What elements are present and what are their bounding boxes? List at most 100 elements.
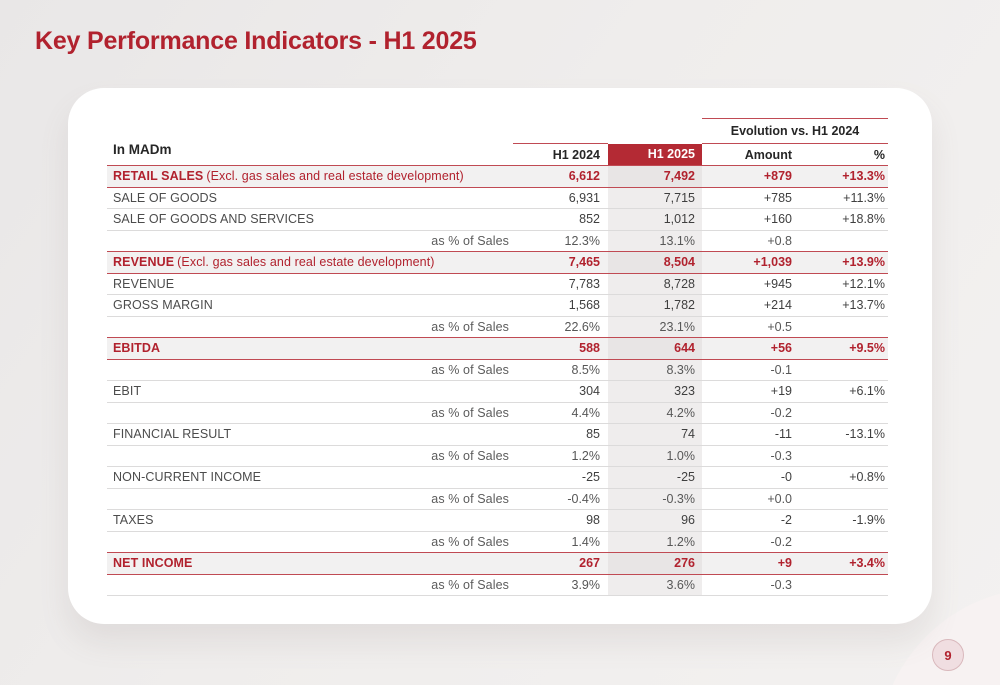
value-h1-2025: -25 <box>608 466 702 488</box>
value-percent: +18.8% <box>842 212 885 227</box>
value-amount: +1,039 <box>702 251 800 273</box>
table-row: as % of Sales 1.4% 1.2% -0.2 <box>107 531 888 553</box>
value-amount: +0.5 <box>767 319 792 334</box>
table-row: EBITDA 588 644 +56 +9.5% <box>107 337 888 359</box>
value-h1-2025: 13.1% <box>608 230 702 252</box>
value-h1-2025: 4.2% <box>608 402 702 424</box>
value-h1-2025: 96 <box>608 509 702 531</box>
value-amount: -0.2 <box>770 534 792 549</box>
value-amount: +19 <box>770 384 792 399</box>
value-h1-2025: 23.1% <box>608 316 702 338</box>
row-label-main: REVENUE <box>113 255 175 270</box>
value-h1-2025: 8,728 <box>608 273 702 295</box>
table-row: FINANCIAL RESULT 85 74 -11 -13.1% <box>107 423 888 445</box>
value-percent: +9.5% <box>800 337 888 359</box>
row-label: SALE OF GOODS <box>113 190 218 205</box>
value-h1-2025: 1,012 <box>608 208 702 230</box>
row-label: as % of Sales <box>431 233 509 248</box>
value-h1-2025: 3.6% <box>608 574 702 596</box>
row-label: as % of Sales <box>431 577 509 592</box>
value-h1-2025: -0.3% <box>608 488 702 510</box>
value-h1-2024: 852 <box>579 212 600 227</box>
table-row: as % of Sales 12.3% 13.1% +0.8 <box>107 230 888 252</box>
value-h1-2025: 1,782 <box>608 294 702 316</box>
value-amount: -0 <box>780 470 792 485</box>
table-row: NON-CURRENT INCOME -25 -25 -0 +0.8% <box>107 466 888 488</box>
value-percent: -1.9% <box>852 513 885 528</box>
row-label: NON-CURRENT INCOME <box>113 470 262 485</box>
value-percent: +0.8% <box>849 470 885 485</box>
value-h1-2024: 85 <box>586 427 600 442</box>
value-h1-2024: 3.9% <box>571 577 601 592</box>
value-amount: -11 <box>774 427 792 442</box>
table-row: as % of Sales -0.4% -0.3% +0.0 <box>107 488 888 510</box>
row-label: SALE OF GOODS AND SERVICES <box>113 212 315 227</box>
value-h1-2024: 6,612 <box>513 165 608 187</box>
row-label: RETAIL SALES (Excl. gas sales and real es… <box>107 165 513 187</box>
value-amount: +0.0 <box>767 491 792 506</box>
value-amount: +945 <box>763 276 792 291</box>
value-percent <box>800 359 888 381</box>
row-label: GROSS MARGIN <box>113 298 213 313</box>
value-percent <box>800 488 888 510</box>
unit-label: In MADm <box>113 141 172 157</box>
value-amount: -0.3 <box>770 448 792 463</box>
value-h1-2025: 8,504 <box>608 251 702 273</box>
value-percent: +13.7% <box>842 298 885 313</box>
col-header-percent: % <box>800 143 888 166</box>
value-amount: +785 <box>763 190 792 205</box>
value-percent <box>800 402 888 424</box>
page-number-badge: 9 <box>932 639 964 671</box>
value-percent <box>800 531 888 553</box>
value-h1-2024: 1.2% <box>571 448 601 463</box>
value-h1-2024: 304 <box>579 384 600 399</box>
value-percent <box>800 316 888 338</box>
table-row: RETAIL SALES (Excl. gas sales and real es… <box>107 165 888 187</box>
row-label: as % of Sales <box>431 362 509 377</box>
value-h1-2025: 644 <box>608 337 702 359</box>
value-h1-2025: 1.2% <box>608 531 702 553</box>
value-h1-2025: 7,492 <box>608 165 702 187</box>
evolution-header: Evolution vs. H1 2024 <box>702 118 888 144</box>
value-h1-2024: 4.4% <box>571 405 601 420</box>
column-header-row: In MADm H1 2024 H1 2025 Amount % <box>107 142 888 166</box>
table-row: as % of Sales 22.6% 23.1% +0.5 <box>107 316 888 338</box>
value-h1-2024: 6,931 <box>568 190 600 205</box>
kpi-table: Evolution vs. H1 2024 In MADm H1 2024 H1… <box>107 118 888 596</box>
value-h1-2024: 7,783 <box>568 276 600 291</box>
page-title: Key Performance Indicators - H1 2025 <box>35 27 477 55</box>
row-label: as % of Sales <box>431 491 509 506</box>
row-label: as % of Sales <box>431 448 509 463</box>
row-label: FINANCIAL RESULT <box>113 427 232 442</box>
value-percent: +12.1% <box>842 276 885 291</box>
value-percent: +13.9% <box>800 251 888 273</box>
table-row: as % of Sales 3.9% 3.6% -0.3 <box>107 574 888 596</box>
row-label-note: (Excl. gas sales and real estate develop… <box>206 169 464 184</box>
value-amount: +9 <box>702 552 800 574</box>
value-percent <box>800 574 888 596</box>
row-label: REVENUE <box>113 276 175 291</box>
value-h1-2024: 1,568 <box>568 298 600 313</box>
value-h1-2024: 1.4% <box>571 534 601 549</box>
table-row: EBIT 304 323 +19 +6.1% <box>107 380 888 402</box>
value-h1-2024: 22.6% <box>564 319 600 334</box>
value-h1-2025: 1.0% <box>608 445 702 467</box>
value-amount: -0.3 <box>770 577 792 592</box>
table-row: SALE OF GOODS AND SERVICES 852 1,012 +160 +1… <box>107 208 888 230</box>
row-label-main: RETAIL SALES <box>113 169 204 184</box>
row-label: REVENUE (Excl. gas sales and real estate … <box>107 251 513 273</box>
value-percent: +11.3% <box>843 190 885 205</box>
table-row: as % of Sales 8.5% 8.3% -0.1 <box>107 359 888 381</box>
value-h1-2025: 74 <box>608 423 702 445</box>
value-h1-2025: 276 <box>608 552 702 574</box>
evolution-header-row: Evolution vs. H1 2024 <box>107 118 888 144</box>
value-percent: +3.4% <box>800 552 888 574</box>
col-header-h1-2024: H1 2024 <box>513 143 608 166</box>
table-row: NET INCOME 267 276 +9 +3.4% <box>107 552 888 574</box>
value-h1-2024: -25 <box>581 470 600 485</box>
value-amount: -0.1 <box>770 362 792 377</box>
table-row: SALE OF GOODS 6,931 7,715 +785 +11.3% <box>107 187 888 209</box>
value-amount: -0.2 <box>770 405 792 420</box>
col-header-h1-2025: H1 2025 <box>608 143 702 166</box>
row-label: EBITDA <box>107 337 513 359</box>
